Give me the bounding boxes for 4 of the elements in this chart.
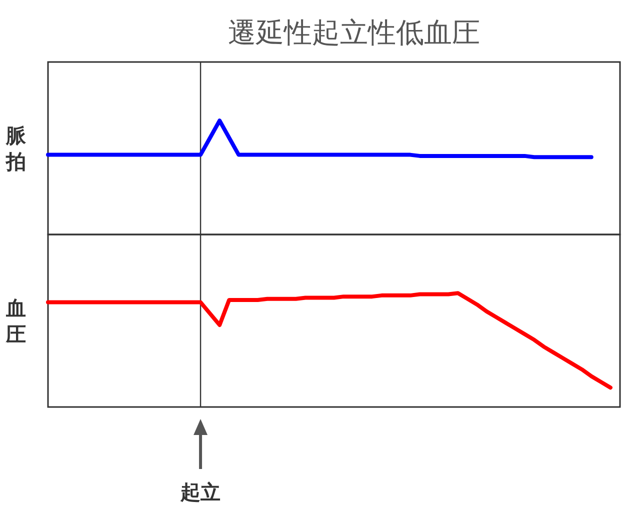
text: 起立	[180, 480, 221, 504]
chart-title: 遷延性起立性低血圧	[228, 16, 480, 49]
y-axis-title: 血圧	[5, 296, 26, 346]
y-axis-title: 脈拍	[5, 123, 27, 174]
